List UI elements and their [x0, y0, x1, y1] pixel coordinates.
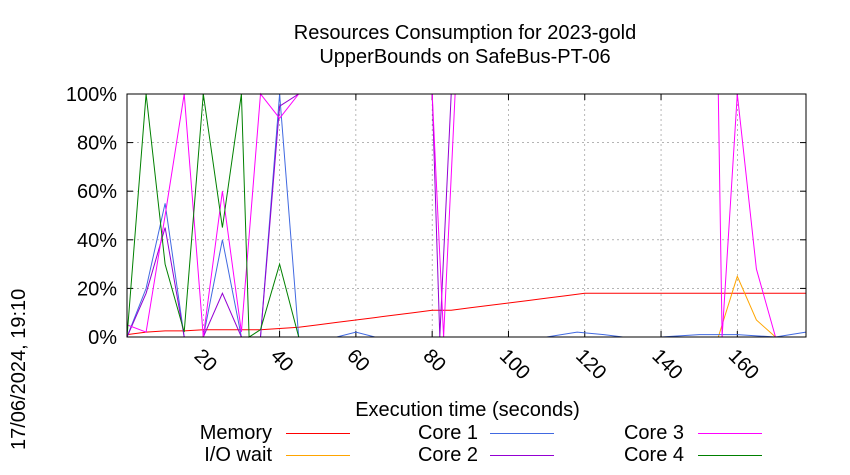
series-line-memory — [126, 292, 806, 336]
y-tick-label: 40% — [77, 230, 117, 252]
x-tick-label: 60 — [342, 345, 373, 376]
legend-core1-label: Core 1 — [417, 422, 478, 444]
legend-memory-line — [286, 433, 350, 434]
y-tick-label: 20% — [77, 278, 117, 300]
y-tick-label: 0% — [88, 327, 117, 349]
y-tick-label: 100% — [66, 84, 117, 106]
x-tick-label: 100 — [495, 345, 534, 384]
x-tick-label: 80 — [419, 345, 450, 376]
y-tick-label: 80% — [77, 133, 117, 155]
plot-frame — [126, 93, 807, 338]
x-tick-label: 140 — [648, 345, 687, 384]
y-tick-label: 60% — [77, 181, 117, 203]
series-line-i-o-wait — [127, 274, 806, 338]
series-line-core-3 — [126, 92, 806, 338]
legend-iowait-label: I/O wait — [204, 444, 272, 466]
legend-core4-line — [698, 455, 762, 456]
legend-core4-label: Core 4 — [623, 444, 684, 466]
x-axis-label: Execution time (seconds) — [355, 399, 580, 421]
legend-core3-line — [698, 433, 762, 434]
series-line-core-4 — [126, 93, 806, 338]
legend-core2-line — [490, 455, 554, 456]
x-tick-label: 40 — [266, 345, 297, 376]
series-line-core-2 — [126, 93, 806, 338]
x-tick-label: 160 — [724, 345, 763, 384]
x-tick-label: 20 — [190, 345, 221, 376]
chart-title-line1: Resources Consumption for 2023-gold — [293, 22, 637, 44]
legend-core1-line — [490, 433, 554, 434]
chart-title-line2: UpperBounds on SafeBus-PT-06 — [319, 46, 611, 68]
legend-core2-label: Core 2 — [417, 444, 478, 466]
legend-core3-label: Core 3 — [623, 422, 684, 444]
legend-memory-label: Memory — [199, 422, 272, 444]
series-line-core-1 — [126, 93, 807, 338]
legend-iowait-line — [286, 455, 350, 456]
x-tick-label: 120 — [571, 345, 610, 384]
